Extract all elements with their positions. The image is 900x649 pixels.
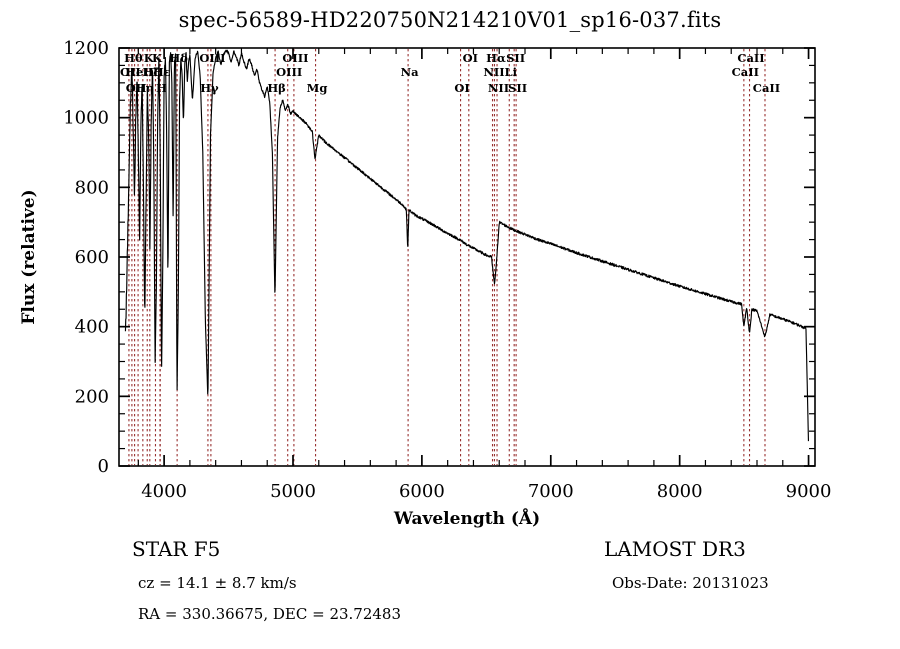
x-tick-label: 5000 — [270, 481, 316, 502]
observation-date: Obs-Date: 20131023 — [612, 574, 769, 592]
marker-label-h: H — [156, 81, 167, 95]
y-axis-title: Flux (relative) — [19, 189, 39, 324]
marker-label-hη: Hη — [135, 81, 154, 95]
marker-label-sii: SII — [508, 81, 527, 95]
x-tick-label: 7000 — [528, 481, 574, 502]
marker-label-oiii: OIII — [276, 65, 302, 79]
marker-label-oii: OII — [126, 81, 147, 95]
marker-label-oii: OII — [120, 65, 141, 79]
y-tick-label: 0 — [98, 456, 109, 477]
marker-labels-group: OIIHθOIIHeIIHηKHζKHHεHδHγOIIIHβOIIIOIIIM… — [120, 51, 780, 95]
marker-label-nii: NII — [483, 65, 504, 79]
marker-label-k: K — [144, 51, 155, 65]
marker-label-oiii: OIII — [282, 51, 308, 65]
spectrum-curve — [124, 49, 810, 442]
marker-label-k: K — [152, 51, 163, 65]
marker-lines-group — [128, 49, 766, 465]
survey-name: LAMOST DR3 — [604, 537, 746, 561]
marker-label-sii: SII — [506, 51, 525, 65]
marker-label-heii: HeII — [125, 65, 154, 79]
y-tick-label: 400 — [75, 317, 109, 338]
x-tick-label: 6000 — [399, 481, 445, 502]
y-tick-label: 1000 — [63, 108, 109, 129]
marker-label-hγ: Hγ — [200, 81, 219, 95]
marker-label-hε: Hε — [153, 65, 171, 79]
marker-label-hζ: Hζ — [142, 65, 160, 79]
marker-label-caii: CaII — [737, 51, 764, 65]
page-title: spec-56589-HD220750N214210V01_sp16-037.f… — [178, 8, 722, 32]
x-tick-label: 4000 — [141, 481, 187, 502]
tick-labels-group: 4000 5000 6000 7000 8000 9000 0 200 400 600 800 100… — [63, 38, 831, 502]
y-tick-label: 600 — [75, 247, 109, 268]
y-tick-label: 1200 — [63, 38, 109, 59]
marker-label-oi: OI — [463, 51, 478, 65]
marker-label-na: Na — [401, 65, 420, 79]
y-tick-label: 200 — [75, 386, 109, 407]
marker-label-hβ: Hβ — [267, 81, 286, 95]
plot-frame — [118, 47, 816, 467]
marker-label-mg: Mg — [307, 81, 328, 95]
y-tick-label: 800 — [75, 177, 109, 198]
marker-label-caii: CaII — [753, 81, 780, 95]
spectrum-curve-group — [124, 49, 810, 442]
coordinates: RA = 330.36675, DEC = 23.72483 — [138, 605, 401, 623]
x-axis-ticks-group — [137, 48, 810, 466]
x-tick-label: 8000 — [657, 481, 703, 502]
marker-label-oiii: OIII — [199, 51, 225, 65]
marker-label-caii: CaII — [732, 65, 759, 79]
x-axis-title: Wavelength (Å) — [393, 507, 540, 529]
object-class: STAR F5 — [132, 537, 220, 561]
redshift-value: cz = 14.1 ± 8.7 km/s — [138, 574, 297, 592]
marker-label-nii: NII — [488, 81, 509, 95]
marker-label-hδ: Hδ — [169, 51, 188, 65]
marker-label-hα: Hα — [486, 51, 506, 65]
y-axis-ticks-group — [119, 47, 815, 467]
x-tick-label: 9000 — [786, 481, 832, 502]
marker-label-li: Li — [505, 65, 518, 79]
marker-label-oi: OI — [454, 81, 469, 95]
marker-label-hθ: Hθ — [124, 51, 143, 65]
plot-frame-group — [118, 47, 816, 467]
